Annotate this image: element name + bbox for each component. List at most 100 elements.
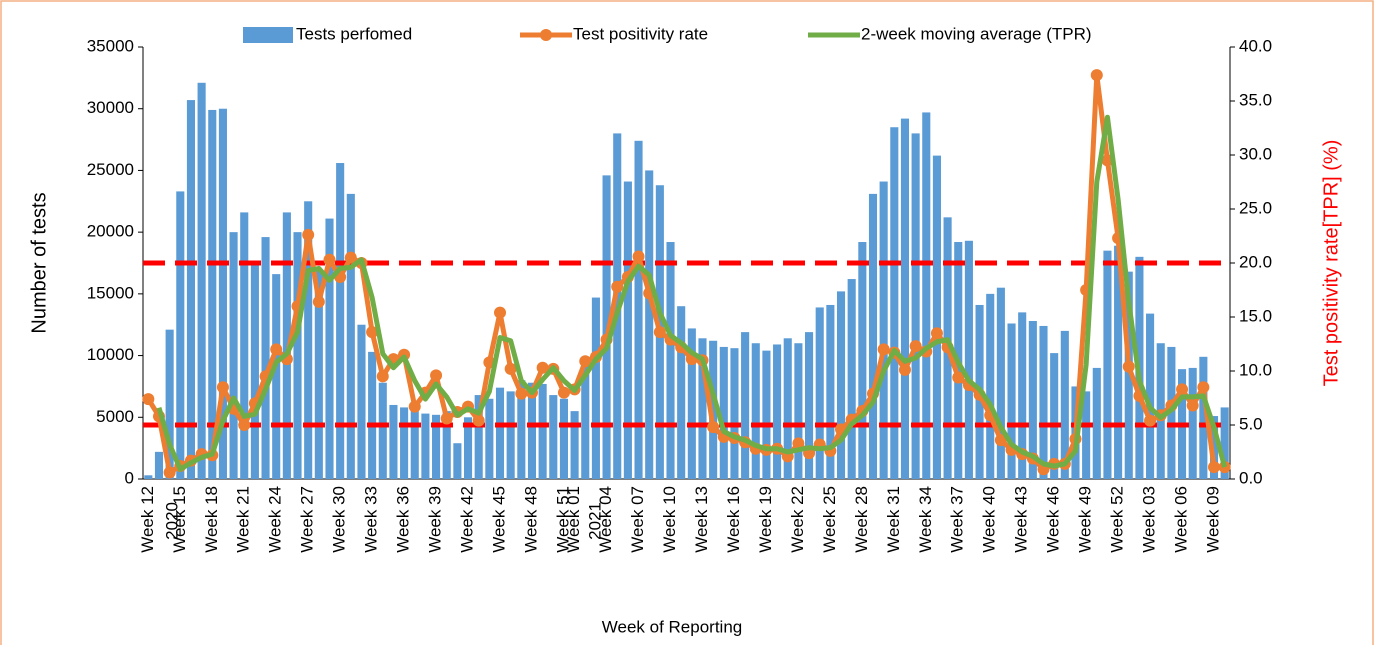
bar xyxy=(272,274,281,479)
y2-tick-label: 0.0 xyxy=(1239,468,1263,487)
bar xyxy=(783,338,792,479)
bar xyxy=(517,380,526,479)
line-marker xyxy=(994,434,1007,447)
line-marker xyxy=(270,343,283,356)
bar xyxy=(922,112,931,479)
y-tick-label: 30000 xyxy=(87,98,134,117)
bar xyxy=(154,451,164,479)
bar xyxy=(442,411,451,479)
bar xyxy=(1124,271,1133,479)
line-marker xyxy=(504,362,517,375)
bar xyxy=(570,411,579,479)
bar xyxy=(900,118,910,480)
bar xyxy=(421,413,430,479)
bar xyxy=(282,212,291,479)
line-marker xyxy=(952,371,965,384)
bar xyxy=(314,269,323,479)
bar xyxy=(1092,367,1101,479)
bar xyxy=(666,242,675,479)
x-tick-label: Week 28 xyxy=(852,486,871,553)
line-marker xyxy=(323,253,336,266)
line-marker xyxy=(792,437,805,450)
line-marker xyxy=(1197,381,1210,394)
x-tick-label: Week 36 xyxy=(394,486,413,553)
bar xyxy=(208,109,217,479)
bar xyxy=(325,218,334,479)
line-marker xyxy=(163,466,176,479)
y2-tick-label: 15.0 xyxy=(1239,306,1272,325)
bar xyxy=(826,304,835,479)
line-marker xyxy=(142,393,155,406)
bar xyxy=(709,340,718,479)
y2-axis-title: Test positivity rate[TPR] (%) xyxy=(1320,140,1342,387)
bar xyxy=(911,133,920,479)
line-marker xyxy=(1122,360,1135,373)
bar xyxy=(1007,323,1016,479)
bar xyxy=(336,163,345,479)
x-tick-label: Week 33 xyxy=(362,486,381,553)
x-tick-label: Week 18 xyxy=(202,486,221,553)
year-annotation: 2020 xyxy=(162,502,181,540)
line-marker xyxy=(930,327,943,340)
x-tick-label: Week 27 xyxy=(298,486,317,553)
bar xyxy=(229,232,238,479)
bar xyxy=(250,264,259,479)
x-tick-label: Week 49 xyxy=(1076,486,1095,553)
x-tick-label: Week 46 xyxy=(1044,486,1063,553)
legend-label: Test positivity rate xyxy=(573,24,708,43)
bar xyxy=(1060,330,1069,479)
bar xyxy=(1199,356,1208,479)
bar xyxy=(815,307,824,479)
y2-tick-label: 10.0 xyxy=(1239,360,1272,379)
x-tick-label: Week 48 xyxy=(521,486,540,553)
bar xyxy=(165,329,174,479)
line-marker xyxy=(1176,383,1189,396)
line-marker xyxy=(472,414,485,427)
bar xyxy=(623,181,632,479)
y-tick-label: 0 xyxy=(125,468,134,487)
y-tick-label: 35000 xyxy=(87,36,134,55)
bar xyxy=(1188,367,1197,479)
bar xyxy=(218,108,227,479)
line-marker xyxy=(877,343,890,356)
bar xyxy=(261,237,270,479)
line-marker xyxy=(557,386,570,399)
line-marker xyxy=(408,400,421,413)
line-marker xyxy=(898,363,911,376)
line-marker xyxy=(216,381,229,394)
bar xyxy=(1028,321,1037,479)
year-annotation: 2021 xyxy=(585,502,604,540)
bar xyxy=(357,324,366,479)
bar xyxy=(186,100,196,480)
bar xyxy=(240,212,249,479)
line-marker xyxy=(707,421,720,434)
line-marker xyxy=(909,340,922,353)
bar xyxy=(773,344,782,479)
bar xyxy=(677,306,686,479)
x-tick-label: Week 24 xyxy=(266,486,285,553)
bar xyxy=(932,155,941,480)
bar xyxy=(1146,313,1155,479)
x-tick-label: Week 15 xyxy=(170,486,189,553)
x-tick-label: Week 10 xyxy=(660,486,679,553)
line-marker xyxy=(579,355,592,368)
bar xyxy=(986,293,995,479)
bar xyxy=(581,360,590,479)
bar xyxy=(741,332,750,479)
line-marker xyxy=(238,419,251,431)
line-marker xyxy=(1144,414,1157,427)
line-marker xyxy=(1186,399,1199,412)
bar xyxy=(378,382,387,479)
line-marker xyxy=(344,251,357,264)
x-tick-label: Week 52 xyxy=(1108,486,1127,553)
legend-marker xyxy=(540,29,552,41)
bar xyxy=(868,193,878,479)
x-tick-label: Week 09 xyxy=(1203,486,1222,553)
bar xyxy=(591,297,600,479)
bar xyxy=(1050,353,1059,479)
bar xyxy=(453,443,462,479)
x-tick-label: Week 34 xyxy=(916,486,935,553)
x-tick-label: Week 45 xyxy=(489,486,508,553)
x-tick-label: Week 25 xyxy=(820,486,839,553)
